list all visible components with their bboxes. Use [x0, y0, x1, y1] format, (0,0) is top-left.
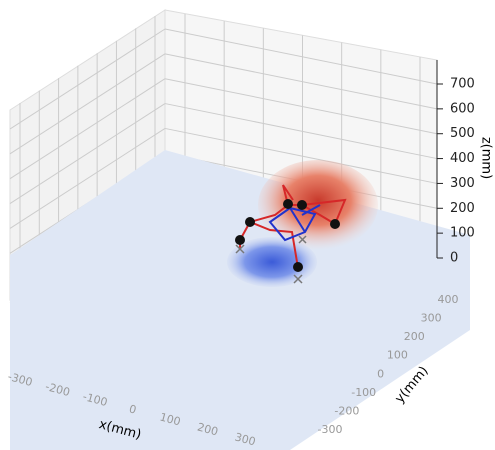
z-tick-label: 700	[450, 77, 475, 92]
foot	[245, 217, 255, 227]
y-tick-label: -200	[334, 404, 359, 417]
y-tick-label: 0	[377, 367, 384, 380]
z-tick-label: 400	[450, 151, 475, 166]
z-tick-label: 100	[450, 226, 475, 241]
y-tick-label: 400	[438, 293, 459, 306]
z-tick-label: 300	[450, 176, 475, 191]
z-axis-label: z(mm)	[479, 137, 494, 179]
y-tick-label: 100	[387, 349, 408, 362]
foot	[293, 262, 303, 272]
foot	[235, 235, 245, 245]
z-tick-label: 600	[450, 101, 475, 116]
y-tick-label: -300	[318, 423, 343, 436]
z-tick-label: 500	[450, 126, 475, 141]
z-tick-label: 0	[450, 251, 458, 266]
foot	[330, 219, 340, 229]
z-tick-label: 200	[450, 201, 475, 216]
foot	[297, 200, 307, 210]
y-tick-label: 200	[404, 330, 425, 343]
chart: x(mm) y(mm) z(mm) 0100200300400500600700…	[0, 0, 495, 450]
y-tick-label: -100	[351, 386, 376, 399]
y-tick-label: 300	[421, 312, 442, 325]
foot	[283, 199, 293, 209]
